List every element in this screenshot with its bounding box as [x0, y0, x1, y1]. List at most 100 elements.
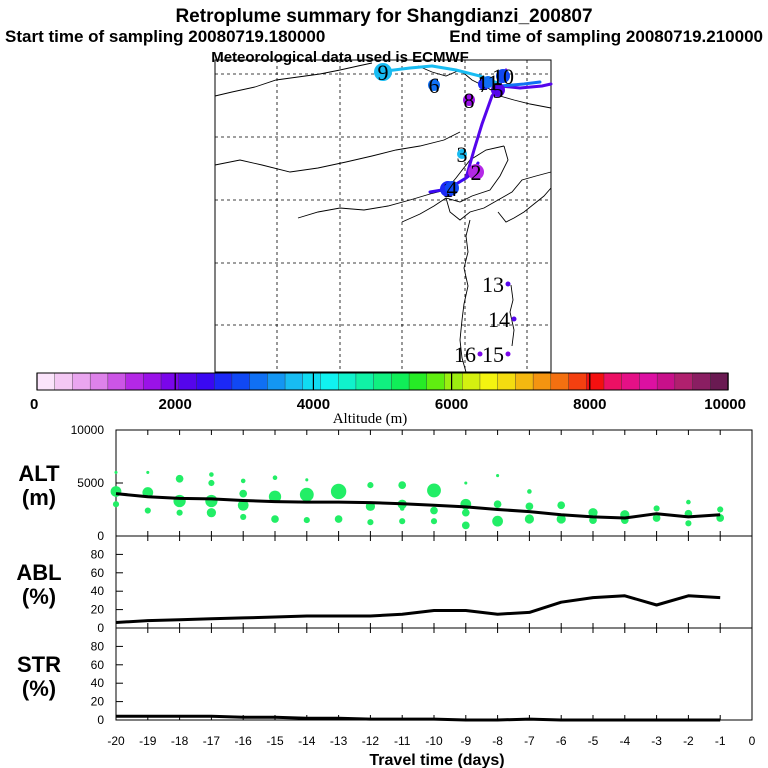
colorbar-cell [444, 372, 463, 391]
x-tick-label: -18 [171, 734, 189, 748]
altitude-point [525, 502, 534, 511]
colorbar-cell [267, 372, 286, 391]
y-tick-label: 60 [91, 658, 105, 672]
y-tick-label: 20 [91, 603, 105, 617]
trajectory-marker [505, 351, 511, 357]
x-tick-label: -16 [235, 734, 253, 748]
colorbar-tick-label: 10000 [704, 396, 746, 413]
altitude-point [112, 501, 120, 508]
colorbar-cell [178, 372, 198, 391]
figure-title: Retroplume summary for Shangdianzi_20080… [175, 6, 592, 27]
alt-panel: 10000 5000 0 ALT(m) [18, 423, 753, 543]
panel-label: ABL [16, 560, 61, 585]
colorbar-cell [391, 372, 410, 391]
y-tick-label: 60 [91, 566, 105, 580]
x-tick-label: 0 [749, 734, 756, 748]
x-tick-label: -14 [298, 734, 316, 748]
altitude-point [305, 478, 309, 482]
colorbar-cell [621, 372, 641, 391]
y-tick-label: 40 [91, 676, 105, 690]
altitude-point [430, 506, 438, 515]
colorbar-cell [603, 372, 623, 391]
y-tick-label: 0 [97, 713, 104, 727]
x-tick-label: -17 [203, 734, 221, 748]
altitude-point [367, 482, 374, 489]
altitude-point [240, 513, 247, 520]
colorbar-cell [338, 372, 357, 391]
colorbar-cell [373, 372, 393, 391]
trajectory-marker-label: 10 [492, 64, 514, 89]
x-tick-label: -1 [715, 734, 726, 748]
colorbar-cell [639, 372, 658, 391]
y-tick-label: 5000 [77, 476, 104, 490]
altitude-point [524, 514, 535, 524]
trajectory-marker [482, 76, 494, 88]
trajectory-map: 123456789101113141516 [214, 59, 553, 373]
trajectory-marker [468, 164, 484, 180]
altitude-colorbar: 0 2000 4000 6000 8000 10000 Altitude (m) [30, 372, 746, 427]
colorbar-cell [302, 372, 322, 391]
altitude-point [237, 499, 249, 511]
y-tick-label: 80 [91, 547, 105, 561]
colorbar-cell [284, 372, 304, 391]
altitude-point [717, 506, 724, 513]
altitude-point [398, 481, 407, 489]
x-tick-label: -10 [425, 734, 443, 748]
altitude-point [240, 478, 246, 484]
trajectory-marker-label: 6 [429, 73, 440, 98]
colorbar-cell [497, 372, 517, 391]
y-tick-label: 80 [91, 639, 105, 653]
colorbar-cell [320, 372, 339, 391]
x-tick-label: -3 [651, 734, 662, 748]
altitude-point [461, 508, 470, 517]
panel-frame [115, 627, 753, 721]
met-data-label: Meteorological data used is ECMWF [211, 49, 469, 66]
colorbar-cell [355, 372, 375, 391]
colorbar-cell [196, 372, 215, 391]
colorbar-cell [656, 372, 676, 391]
x-axis: -20 -19 -18 -17 -16 -15 -14 -13 -12 -11 -10 -9 -8 -7-… [107, 734, 755, 748]
trajectory-marker-label: 11 [477, 70, 498, 95]
y-tick-label: 0 [97, 621, 104, 635]
y-tick-label: 40 [91, 584, 105, 598]
trajectory-marker [457, 149, 467, 159]
colorbar-cell [568, 372, 587, 391]
altitude-point [427, 483, 441, 498]
colorbar-cell [143, 372, 162, 391]
x-tick-label: -12 [362, 734, 380, 748]
x-tick-label: -2 [683, 734, 694, 748]
altitude-point [557, 501, 566, 510]
panel-unit: (m) [22, 485, 56, 510]
altitude-point [334, 515, 343, 523]
colorbar-cell [213, 372, 233, 391]
altitude-point [496, 474, 500, 478]
colorbar-cell [89, 372, 109, 391]
colorbar-cell [107, 372, 127, 391]
altitude-point [330, 483, 347, 500]
altitude-point [652, 514, 661, 522]
trajectory-markers: 123456789101113141516 [374, 60, 517, 367]
colorbar-cell [408, 372, 428, 391]
panel-unit: (%) [22, 584, 56, 609]
altitude-point [686, 499, 691, 505]
altitude-point [493, 500, 502, 509]
altitude-point [268, 490, 282, 503]
altitude-point [299, 487, 314, 502]
trajectory-marker-label: 15 [482, 342, 504, 367]
trajectory-marker-label: 5 [493, 78, 504, 103]
y-tick-label: 0 [97, 529, 104, 543]
colorbar-cell [674, 372, 694, 391]
trajectory-marker [477, 351, 483, 357]
x-tick-label: -15 [266, 734, 284, 748]
altitude-point [271, 515, 279, 523]
colorbar-cell [532, 372, 552, 391]
colorbar-cell [692, 372, 711, 391]
x-tick-label: -19 [139, 734, 157, 748]
colorbar-cell [249, 372, 269, 391]
altitude-point [527, 489, 532, 494]
trajectory-marker-label: 4 [447, 176, 458, 201]
colorbar-cell [550, 372, 570, 391]
x-axis-label: Travel time (days) [369, 752, 504, 768]
y-tick-label: 20 [91, 695, 105, 709]
str-panel: 80 60 40 20 0 STR(%) [17, 627, 753, 727]
